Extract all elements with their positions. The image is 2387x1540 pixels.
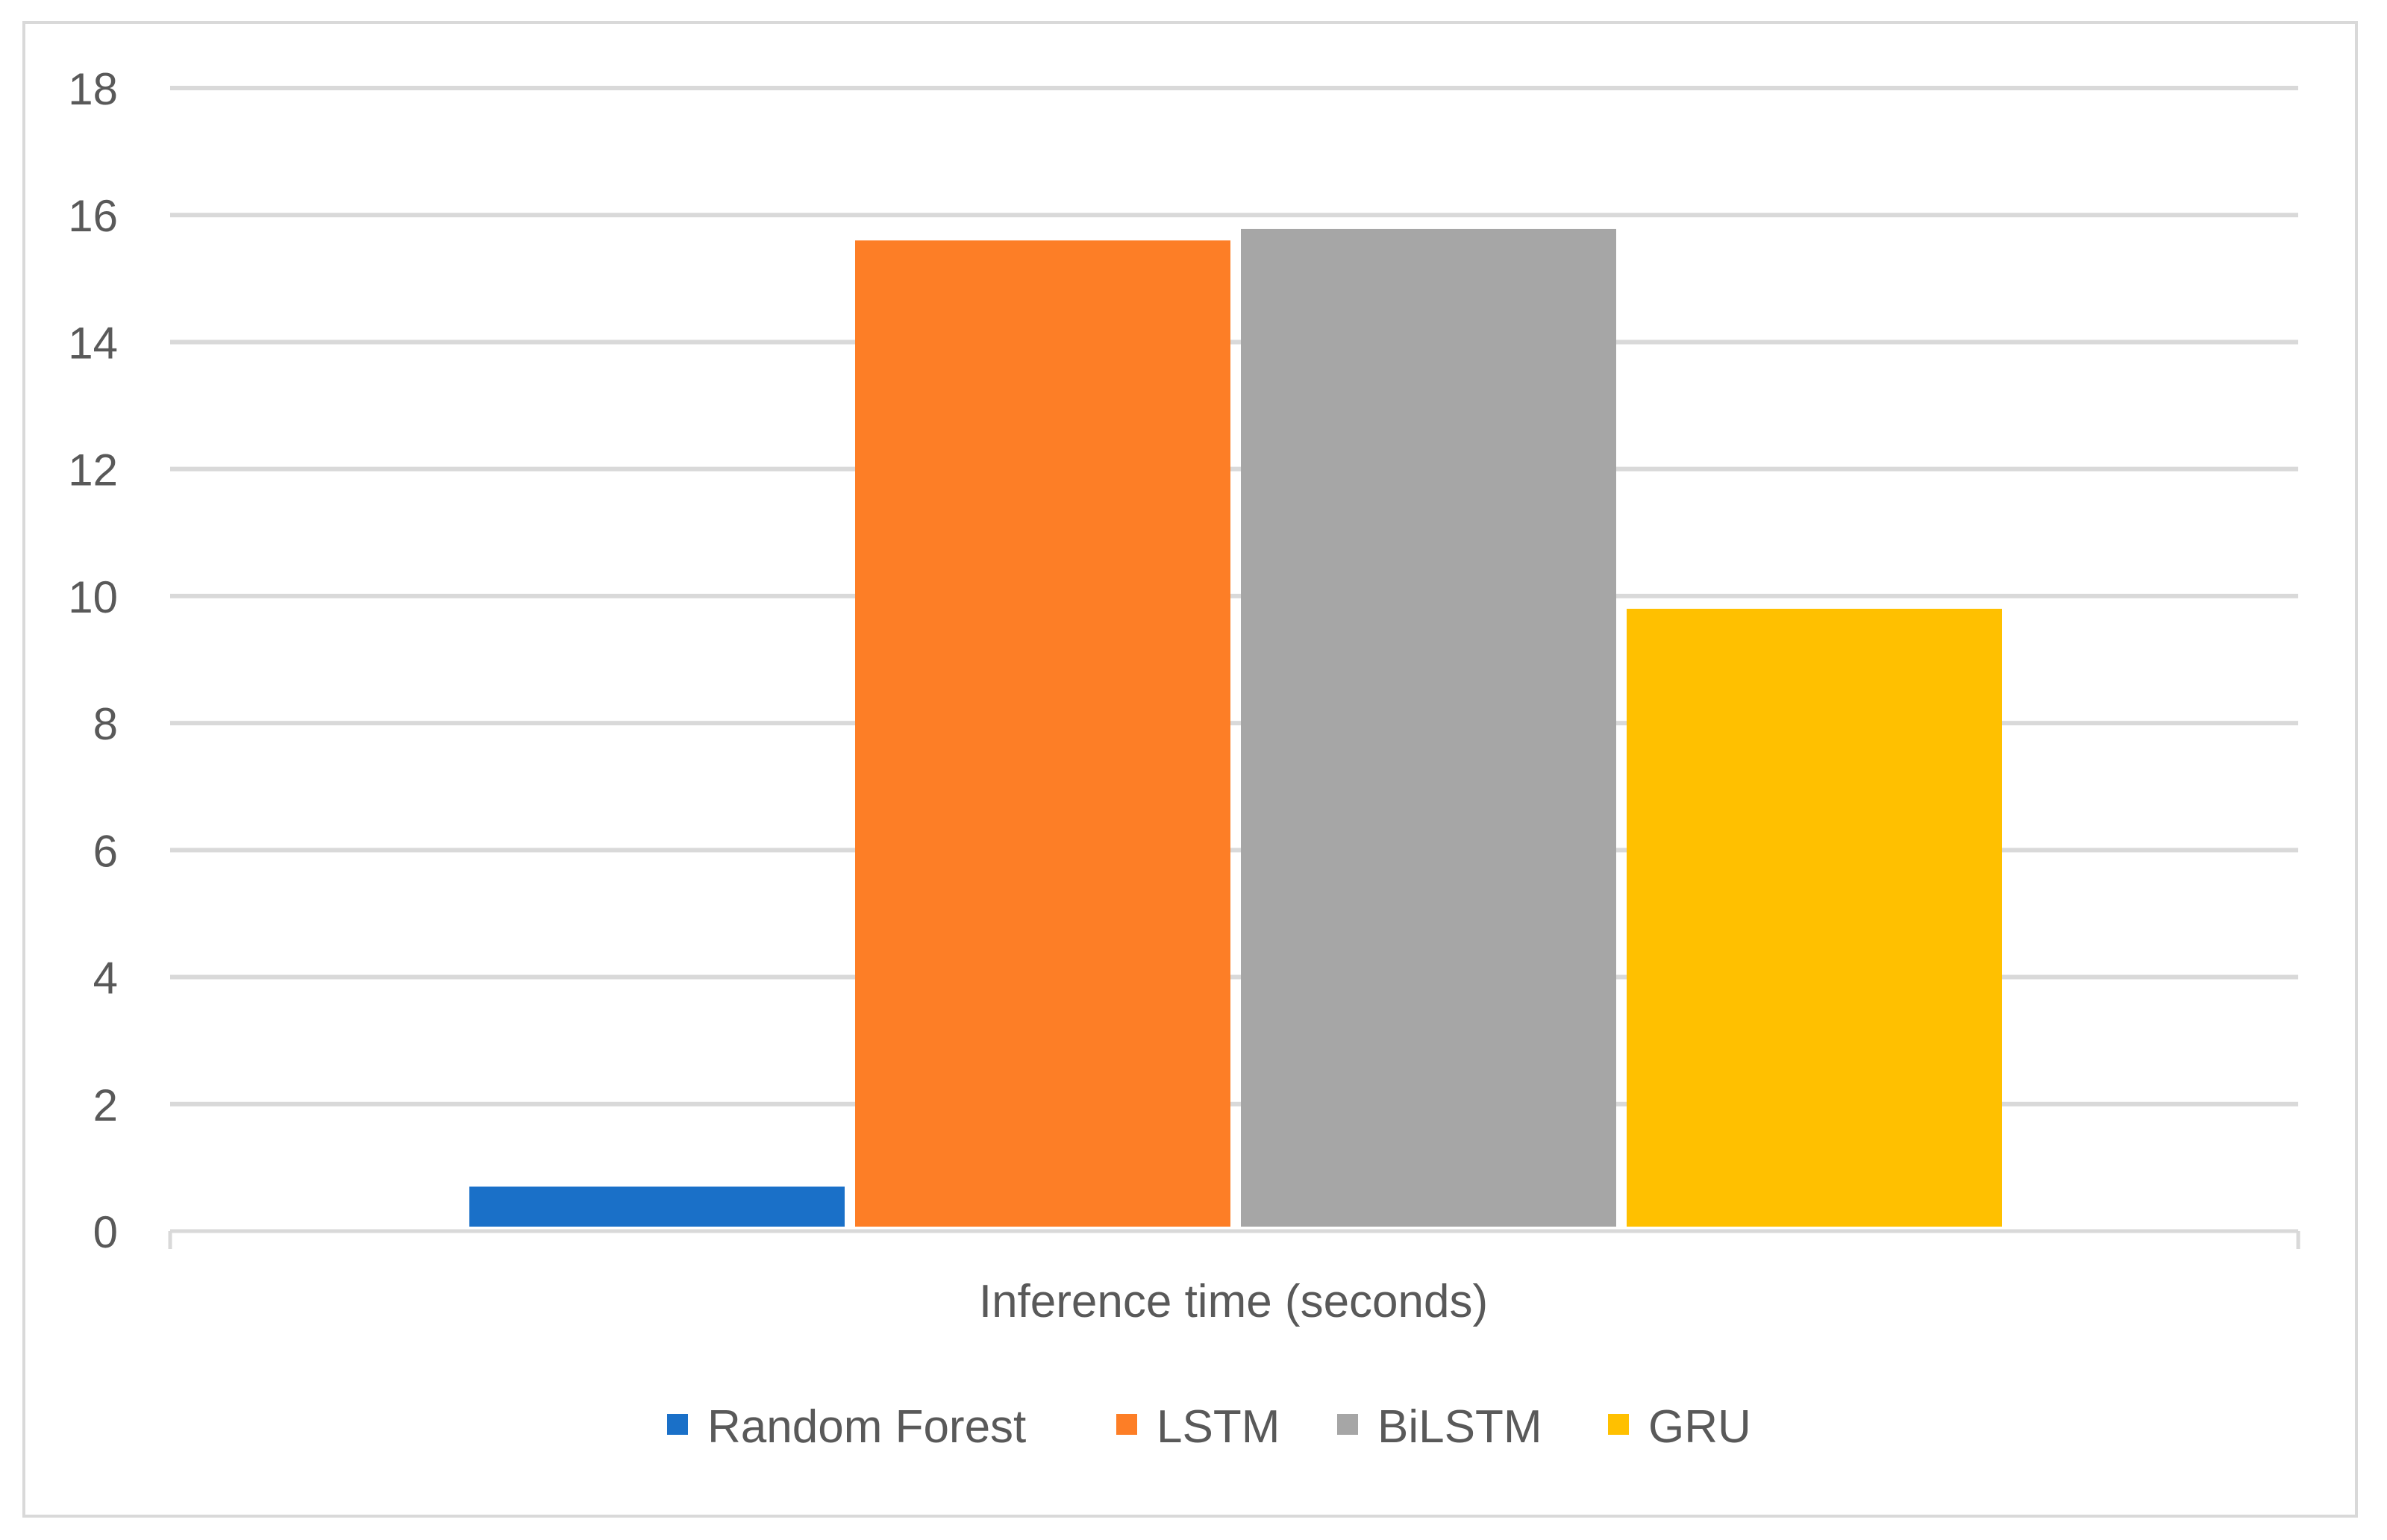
legend-label: BiLSTM (1377, 1401, 1542, 1453)
legend-label: LSTM (1157, 1401, 1280, 1453)
legend: Random Forest LSTM BiLSTM GRU (667, 1401, 1751, 1453)
legend-swatch (1608, 1414, 1629, 1435)
y-tick-label: 10 (68, 572, 118, 622)
y-axis-ticks: 0 2 4 6 8 10 12 14 16 18 (68, 64, 118, 1257)
y-tick-label: 18 (68, 64, 118, 114)
y-tick-label: 8 (93, 699, 118, 749)
bar-gru (1627, 608, 2002, 1227)
y-tick-label: 6 (93, 826, 118, 876)
legend-swatch (1116, 1414, 1137, 1435)
legend-label: Random Forest (707, 1401, 1026, 1453)
y-tick-label: 12 (68, 445, 118, 495)
x-axis-title: Inference time (seconds) (979, 1276, 1488, 1327)
legend-label: GRU (1648, 1401, 1751, 1453)
legend-swatch (1337, 1414, 1358, 1435)
y-tick-label: 0 (93, 1207, 118, 1257)
bar-lstm (855, 240, 1230, 1227)
y-tick-label: 2 (93, 1080, 118, 1130)
bar-random-forest (469, 1186, 845, 1227)
y-tick-label: 4 (93, 954, 118, 1004)
x-axis (168, 1229, 2300, 1249)
y-tick-label: 14 (68, 318, 118, 368)
y-tick-label: 16 (68, 191, 118, 241)
bars (469, 228, 2002, 1227)
bar-bilstm (1241, 228, 1616, 1227)
legend-swatch (667, 1414, 688, 1435)
